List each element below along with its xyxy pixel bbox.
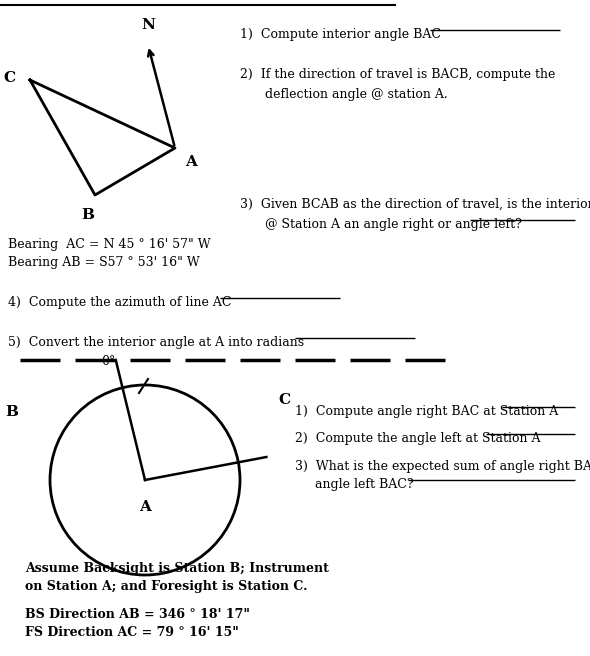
Text: 0°: 0° [101, 355, 115, 368]
Text: BS Direction AB = 346 ° 18' 17": BS Direction AB = 346 ° 18' 17" [25, 608, 250, 621]
Text: @ Station A an angle right or angle left?: @ Station A an angle right or angle left… [265, 218, 522, 231]
Text: N: N [141, 18, 155, 32]
Text: Bearing AB = S57 ° 53' 16" W: Bearing AB = S57 ° 53' 16" W [8, 256, 200, 269]
Text: 4)  Compute the azimuth of line AC: 4) Compute the azimuth of line AC [8, 296, 231, 309]
Text: Bearing  AC = N 45 ° 16' 57" W: Bearing AC = N 45 ° 16' 57" W [8, 238, 211, 251]
Text: C: C [278, 393, 290, 407]
Text: 2)  Compute the angle left at Station A: 2) Compute the angle left at Station A [295, 432, 540, 445]
Text: deflection angle @ station A.: deflection angle @ station A. [265, 88, 448, 101]
Text: 2)  If the direction of travel is BACB, compute the: 2) If the direction of travel is BACB, c… [240, 68, 555, 81]
Text: B: B [81, 208, 94, 222]
Text: angle left BAC?: angle left BAC? [315, 478, 414, 491]
Text: B: B [5, 405, 18, 419]
Text: 3)  What is the expected sum of angle right BAC and: 3) What is the expected sum of angle rig… [295, 460, 590, 473]
Text: Assume Backsight is Station B; Instrument: Assume Backsight is Station B; Instrumen… [25, 562, 329, 575]
Text: 5)  Convert the interior angle at A into radians: 5) Convert the interior angle at A into … [8, 336, 304, 349]
Text: A: A [139, 500, 151, 514]
Text: FS Direction AC = 79 ° 16' 15": FS Direction AC = 79 ° 16' 15" [25, 626, 239, 639]
Text: C: C [3, 71, 15, 85]
Text: 1)  Compute angle right BAC at Station A: 1) Compute angle right BAC at Station A [295, 405, 558, 418]
Text: 3)  Given BCAB as the direction of travel, is the interior angle: 3) Given BCAB as the direction of travel… [240, 198, 590, 211]
Text: A: A [185, 155, 197, 169]
Text: on Station A; and Foresight is Station C.: on Station A; and Foresight is Station C… [25, 580, 307, 593]
Text: 1)  Compute interior angle BAC: 1) Compute interior angle BAC [240, 28, 441, 41]
